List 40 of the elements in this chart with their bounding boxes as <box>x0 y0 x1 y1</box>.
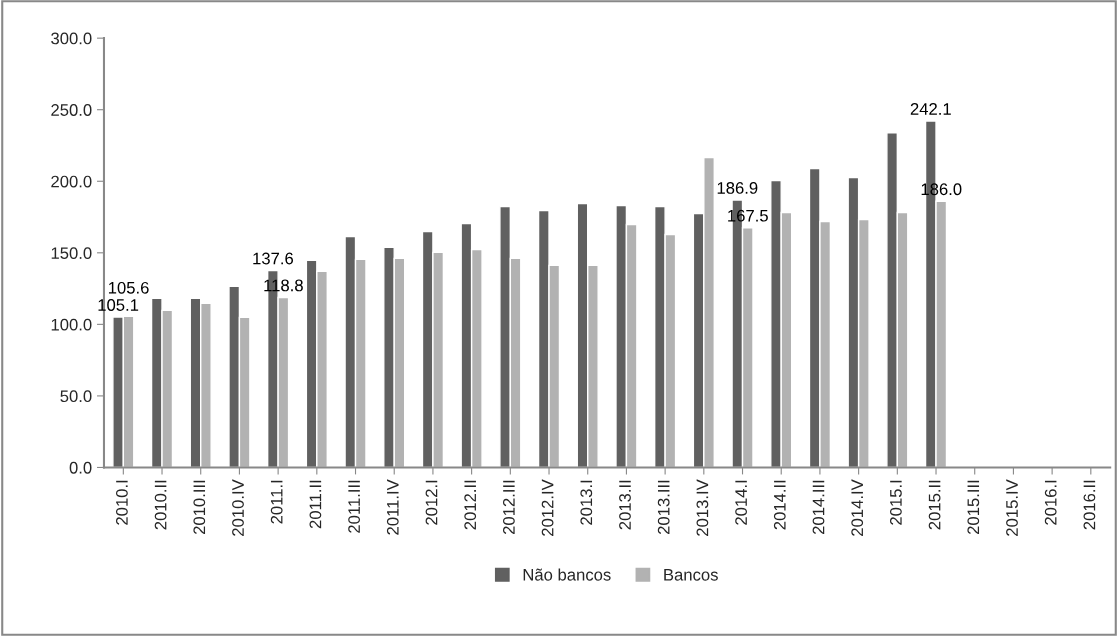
x-tick-label: 2010.IV <box>232 479 244 536</box>
x-tick-label: 2013.I <box>580 480 593 525</box>
x-tick-label: 2014.II <box>773 480 786 530</box>
y-tick-label: 0.0 <box>69 461 92 474</box>
data-label: 137.6 <box>253 252 294 265</box>
x-tick-label: 2016.II <box>1083 480 1096 530</box>
x-tick-label: 2012.I <box>425 480 438 525</box>
x-tick-label: 2013.III <box>657 480 670 535</box>
x-tick-label: 2015.III <box>967 480 980 535</box>
x-tick-label: 2012.III <box>503 480 515 535</box>
x-tick-label: 2014.III <box>812 480 825 535</box>
x-tick-label: 2010.I <box>116 480 128 525</box>
y-tick-label: 150.0 <box>51 247 92 260</box>
x-tick-label: 2010.III <box>193 480 206 535</box>
legend-label: Bancos <box>664 569 718 581</box>
x-tick-label: 2013.II <box>619 480 631 530</box>
x-tick-label: 2012.IV <box>541 479 554 536</box>
y-tick-label: 250.0 <box>51 104 92 116</box>
x-tick-label: 2011.I <box>270 480 283 524</box>
legend-label: Não bancos <box>523 568 611 581</box>
x-tick-label: 2016.I <box>1044 480 1057 525</box>
x-tick-label: 2015.II <box>928 480 941 530</box>
y-tick-label: 50.0 <box>60 390 92 403</box>
y-tick-label: 200.0 <box>51 175 92 188</box>
x-tick-label: 2010.II <box>154 480 167 530</box>
x-tick-label: 2011.II <box>309 480 322 529</box>
x-tick-label: 2015.IV <box>1006 479 1018 536</box>
data-label: 105.1 <box>98 299 139 311</box>
x-tick-label: 2011.III <box>348 480 360 533</box>
y-tick-label: 100.0 <box>51 318 92 331</box>
data-label: 186.9 <box>717 182 758 194</box>
x-tick-label: 2014.I <box>735 480 747 525</box>
data-label: 105.6 <box>108 281 149 294</box>
x-tick-label: 2015.I <box>890 480 902 525</box>
x-tick-label: 2014.IV <box>851 479 864 536</box>
x-tick-label: 2013.IV <box>696 479 709 536</box>
x-tick-label: 2012.II <box>464 480 477 530</box>
data-label: 242.1 <box>910 103 951 115</box>
x-tick-label: 2011.IV <box>386 479 399 535</box>
y-tick-label: 300.0 <box>51 32 92 45</box>
